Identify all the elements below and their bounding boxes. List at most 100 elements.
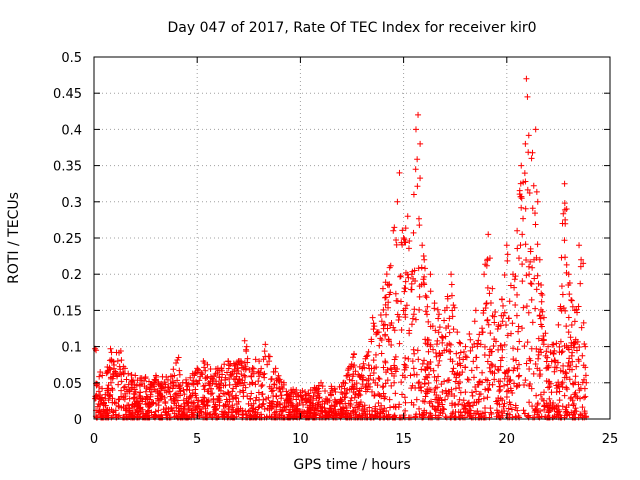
data-point — [203, 375, 210, 382]
data-point — [92, 393, 99, 400]
data-point — [116, 396, 123, 403]
data-point — [350, 371, 357, 378]
data-point — [449, 313, 456, 320]
data-point — [259, 390, 266, 397]
data-point — [528, 296, 535, 303]
data-point — [386, 291, 393, 298]
data-point — [258, 365, 265, 372]
data-point — [440, 405, 447, 412]
data-point — [301, 409, 308, 416]
data-point — [268, 414, 275, 421]
data-point — [565, 282, 572, 289]
data-point — [166, 388, 173, 395]
data-point — [397, 273, 404, 280]
data-point — [411, 306, 418, 313]
data-point — [543, 358, 550, 365]
x-tick-label: 15 — [395, 432, 412, 447]
y-tick-label: 0.4 — [61, 123, 82, 138]
data-point — [433, 353, 440, 360]
data-point — [382, 332, 389, 339]
data-point — [390, 227, 397, 234]
data-point — [541, 389, 548, 396]
data-point — [241, 359, 248, 366]
data-point — [408, 280, 415, 287]
data-point — [451, 304, 458, 311]
data-point — [344, 387, 351, 394]
data-point — [548, 389, 555, 396]
data-point — [481, 343, 488, 350]
data-point — [97, 391, 104, 398]
data-point — [170, 366, 177, 373]
data-point — [316, 394, 323, 401]
data-point — [582, 372, 589, 379]
data-point — [544, 404, 551, 411]
data-point — [533, 286, 540, 293]
data-point — [281, 400, 288, 407]
data-point — [541, 402, 548, 409]
data-point — [364, 352, 371, 359]
data-point — [501, 375, 508, 382]
data-point — [422, 292, 429, 299]
data-point — [559, 291, 566, 298]
data-point — [400, 307, 407, 314]
y-tick-label: 0.35 — [53, 160, 82, 175]
data-point — [355, 390, 362, 397]
data-point — [499, 346, 506, 353]
data-point — [288, 400, 295, 407]
data-point — [409, 358, 416, 365]
data-point — [559, 348, 566, 355]
data-point — [519, 231, 526, 238]
data-point — [409, 382, 416, 389]
data-point — [304, 414, 311, 421]
data-point — [422, 308, 429, 315]
data-point — [412, 126, 419, 133]
data-point — [139, 395, 146, 402]
data-point — [457, 340, 464, 347]
data-point — [270, 368, 277, 375]
data-point — [467, 336, 474, 343]
data-point — [533, 392, 540, 399]
data-point — [421, 376, 428, 383]
data-point — [576, 343, 583, 350]
data-point — [186, 387, 193, 394]
data-point — [225, 358, 232, 365]
data-point — [134, 414, 141, 421]
data-point — [129, 378, 136, 385]
data-point — [504, 381, 511, 388]
data-point — [202, 382, 209, 389]
data-point — [557, 367, 564, 374]
data-point — [435, 373, 442, 380]
data-point — [262, 353, 269, 360]
x-axis-title: GPS time / hours — [293, 457, 410, 473]
data-point — [520, 407, 527, 414]
data-point — [571, 318, 578, 325]
data-point — [452, 409, 459, 416]
data-point — [559, 403, 566, 410]
data-point — [294, 407, 301, 414]
data-point — [416, 293, 423, 300]
data-point — [112, 369, 119, 376]
data-point — [95, 388, 102, 395]
data-point — [518, 162, 525, 169]
data-point — [414, 347, 421, 354]
data-point — [418, 387, 425, 394]
data-point — [509, 389, 516, 396]
data-point — [235, 358, 242, 365]
data-point — [197, 408, 204, 415]
data-point — [185, 406, 192, 413]
data-point — [200, 394, 207, 401]
data-point — [469, 344, 476, 351]
data-point — [216, 374, 223, 381]
data-point — [458, 412, 465, 419]
y-tick-label: 0 — [74, 413, 82, 428]
data-point — [382, 359, 389, 366]
data-point — [529, 403, 536, 410]
data-point — [410, 229, 417, 236]
data-point — [459, 401, 466, 408]
data-point — [233, 392, 240, 399]
data-point — [453, 350, 460, 357]
data-point — [450, 302, 457, 309]
data-point — [551, 357, 558, 364]
data-point — [572, 389, 579, 396]
data-point — [105, 382, 112, 389]
